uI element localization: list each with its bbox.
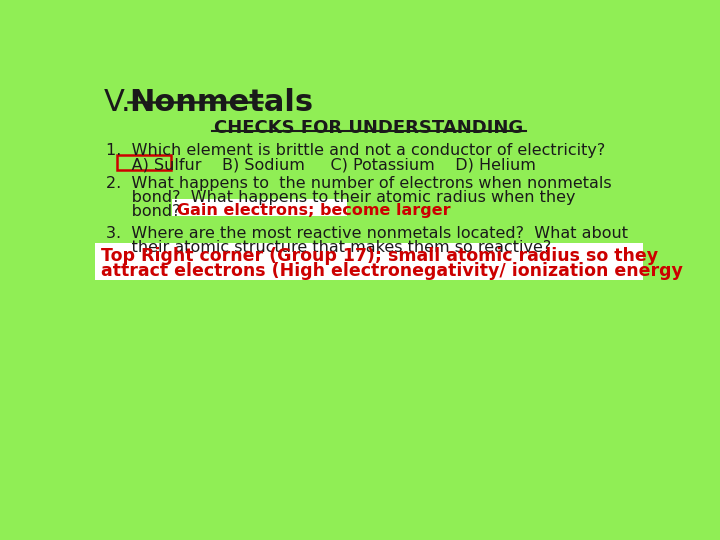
FancyBboxPatch shape <box>172 199 347 217</box>
Text: Nonmetals: Nonmetals <box>129 88 313 117</box>
Text: attract electrons (High electronegativity/ ionization energy: attract electrons (High electronegativit… <box>101 262 683 280</box>
Text: A) Sulfur    B) Sodium     C) Potassium    D) Helium: A) Sulfur B) Sodium C) Potassium D) Heli… <box>106 157 536 172</box>
Text: their atomic structure that makes them so reactive?: their atomic structure that makes them s… <box>106 240 551 255</box>
Text: 2.  What happens to  the number of electrons when nonmetals: 2. What happens to the number of electro… <box>106 177 611 192</box>
Text: CHECKS FOR UNDERSTANDING: CHECKS FOR UNDERSTANDING <box>215 119 523 137</box>
Text: Gain electrons; become larger: Gain electrons; become larger <box>177 204 451 218</box>
Text: bond?  What happens to their atomic radius when they: bond? What happens to their atomic radiu… <box>106 190 575 205</box>
Text: V.: V. <box>104 88 140 117</box>
FancyBboxPatch shape <box>94 244 644 280</box>
Text: 3.  Where are the most reactive nonmetals located?  What about: 3. Where are the most reactive nonmetals… <box>106 226 628 241</box>
Text: 1.  Which element is brittle and not a conductor of electricity?: 1. Which element is brittle and not a co… <box>106 143 605 158</box>
Text: bond?: bond? <box>106 204 180 219</box>
Text: Top Right corner (Group 17); small atomic radius so they: Top Right corner (Group 17); small atomi… <box>101 247 658 265</box>
